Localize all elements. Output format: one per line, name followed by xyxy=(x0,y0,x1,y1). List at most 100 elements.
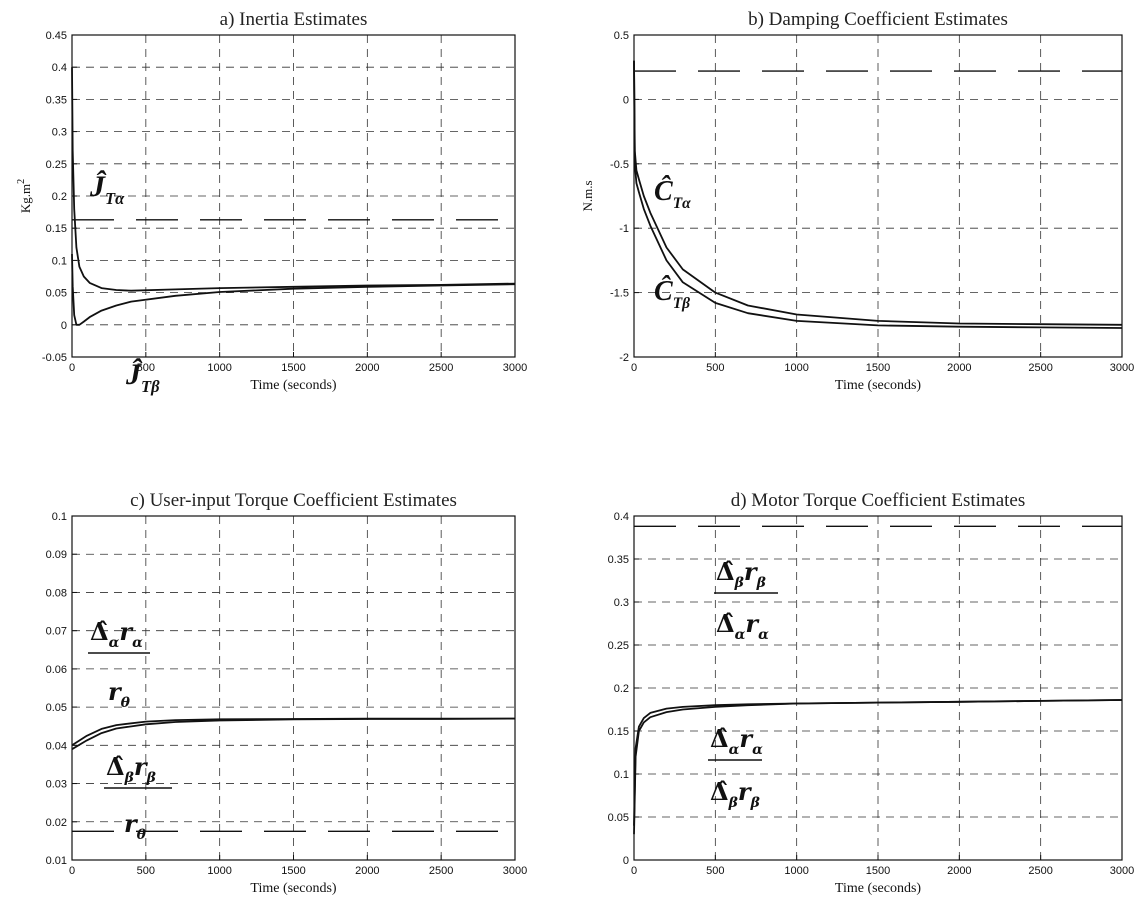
x-tick-label: 2500 xyxy=(429,865,453,877)
y-tick-label: 0.03 xyxy=(46,779,67,791)
annotation-c-t-beta-sub: Tβ xyxy=(673,295,690,312)
series-line-2 xyxy=(71,717,516,750)
num-r: r xyxy=(119,617,134,646)
y-tick-label: 0.04 xyxy=(46,740,67,752)
x-tick-label: 500 xyxy=(137,865,155,877)
chart-d: d) Motor Torque Coefficient Estimates 0 50… xyxy=(608,490,1135,896)
y-axis-label-text: Kg.m xyxy=(18,184,33,213)
chart-c: c) User-input Torque Coefficient Estimat… xyxy=(46,490,528,896)
y-tick-label: 0.09 xyxy=(46,549,67,561)
num-r: r xyxy=(739,724,754,753)
x-tick-label: 500 xyxy=(137,362,155,374)
x-tick-label: 2500 xyxy=(1028,362,1052,374)
annotation-c-t-alpha: ĈTα xyxy=(654,176,691,212)
y-axis-label: Kg.m2 xyxy=(16,179,33,213)
series-line-1 xyxy=(71,67,516,292)
num-sub2: β xyxy=(146,770,157,786)
y-axis-label-sup: 2 xyxy=(16,179,27,184)
den-r: r xyxy=(738,777,753,806)
num-sub2: α xyxy=(132,635,143,651)
y-tick-label: 0.4 xyxy=(614,511,629,523)
x-axis-label: Time (seconds) xyxy=(250,881,337,896)
num-sub2: β xyxy=(756,575,767,591)
y-tick-label: 0.5 xyxy=(614,30,629,42)
annotation-delta-alpha-over-r-theta-denominator: rθ xyxy=(108,677,131,711)
den-base: Δ̂ xyxy=(710,777,729,806)
num-sub2: α xyxy=(752,742,763,758)
annotation-c-t-beta-base: Ĉ xyxy=(654,276,673,307)
x-axis-label: Time (seconds) xyxy=(250,378,337,393)
annotation-c-t-alpha-sub: Tα xyxy=(673,195,691,212)
y-tick-label: 0.35 xyxy=(46,94,67,106)
chart-title: a) Inertia Estimates xyxy=(220,9,368,30)
y-tick-label: 0.15 xyxy=(46,223,67,235)
y-tick-label: -2 xyxy=(619,352,629,364)
annotation-delta-alpha-over-delta-beta-numerator: Δ̂αrα xyxy=(710,724,763,758)
x-tick-label: 1500 xyxy=(281,865,305,877)
chart-title: c) User-input Torque Coefficient Estimat… xyxy=(130,490,457,511)
y-tick-label: 0.25 xyxy=(608,640,629,652)
chart-title: b) Damping Coefficient Estimates xyxy=(748,9,1008,30)
annotation-delta-beta-over-delta-alpha-denominator: Δ̂αrα xyxy=(716,609,769,643)
x-tick-label: 3000 xyxy=(503,362,527,374)
x-tick-label: 3000 xyxy=(1110,362,1134,374)
x-tick-label: 500 xyxy=(706,865,724,877)
y-tick-label: 0 xyxy=(623,855,629,867)
x-tick-label: 0 xyxy=(69,362,75,374)
annotation-j-t-alpha: ĴTα xyxy=(89,170,125,208)
num-base: Δ̂ xyxy=(90,617,109,646)
num-base: Δ̂ xyxy=(716,557,735,586)
chart-a: a) Inertia Estimates 0 500 1000 1500 2000 2500… xyxy=(16,9,527,396)
y-tick-label: 0 xyxy=(623,94,629,106)
x-tick-label: 2500 xyxy=(1028,865,1052,877)
annotation-c-t-beta: ĈTβ xyxy=(654,276,690,312)
series-line-2 xyxy=(633,60,1123,329)
x-axis-label: Time (seconds) xyxy=(835,881,922,896)
annotation-j-t-beta: ĴTβ xyxy=(125,358,160,396)
y-tick-label: 0.05 xyxy=(46,702,67,714)
x-tick-label: 2000 xyxy=(355,865,379,877)
den-sub: θ xyxy=(121,695,131,711)
y-tick-label: 0.25 xyxy=(46,159,67,171)
num-sub1: α xyxy=(109,635,120,651)
x-tick-label: 2000 xyxy=(355,362,379,374)
x-tick-label: 0 xyxy=(631,865,637,877)
x-tick-label: 1500 xyxy=(866,865,890,877)
num-base: Δ̂ xyxy=(710,724,729,753)
series-line-2 xyxy=(71,253,516,326)
y-tick-label: 0.05 xyxy=(608,812,629,824)
y-tick-label: 0.06 xyxy=(46,664,67,676)
y-tick-label: 0.35 xyxy=(608,554,629,566)
x-tick-label: 2000 xyxy=(947,865,971,877)
y-tick-label: 0.4 xyxy=(52,62,67,74)
chart-b: b) Damping Coefficient Estimates 0 500 1000… xyxy=(580,9,1134,393)
y-tick-label: 0.1 xyxy=(614,769,629,781)
y-tick-label: 0.1 xyxy=(52,511,67,523)
den-sub1: β xyxy=(728,795,739,811)
y-tick-label: -1 xyxy=(619,223,629,235)
y-tick-label: 0.01 xyxy=(46,855,67,867)
y-tick-label: -1.5 xyxy=(610,288,629,300)
x-tick-label: 2500 xyxy=(429,362,453,374)
den-r: r xyxy=(108,677,123,706)
annotation-delta-alpha-over-r-theta-numerator: Δ̂αrα xyxy=(90,617,143,651)
y-tick-label: 0.02 xyxy=(46,817,67,829)
den-r: r xyxy=(745,609,760,638)
x-tick-label: 0 xyxy=(631,362,637,374)
series-line-1 xyxy=(633,60,1123,326)
annotation-delta-beta-over-delta-alpha-numerator: Δ̂βrβ xyxy=(716,557,767,591)
annotation-j-t-beta-base: Ĵ xyxy=(125,358,143,391)
y-tick-label: -0.5 xyxy=(610,159,629,171)
y-tick-label: 0.1 xyxy=(52,255,67,267)
y-tick-label: 0 xyxy=(61,320,67,332)
y-tick-label: 0.3 xyxy=(614,597,629,609)
num-r: r xyxy=(744,557,759,586)
y-tick-label: 0.3 xyxy=(52,127,67,139)
annotation-delta-alpha-over-delta-beta-denominator: Δ̂βrβ xyxy=(710,777,761,811)
den-sub: θ xyxy=(137,827,147,843)
x-tick-label: 3000 xyxy=(1110,865,1134,877)
x-tick-label: 0 xyxy=(69,865,75,877)
